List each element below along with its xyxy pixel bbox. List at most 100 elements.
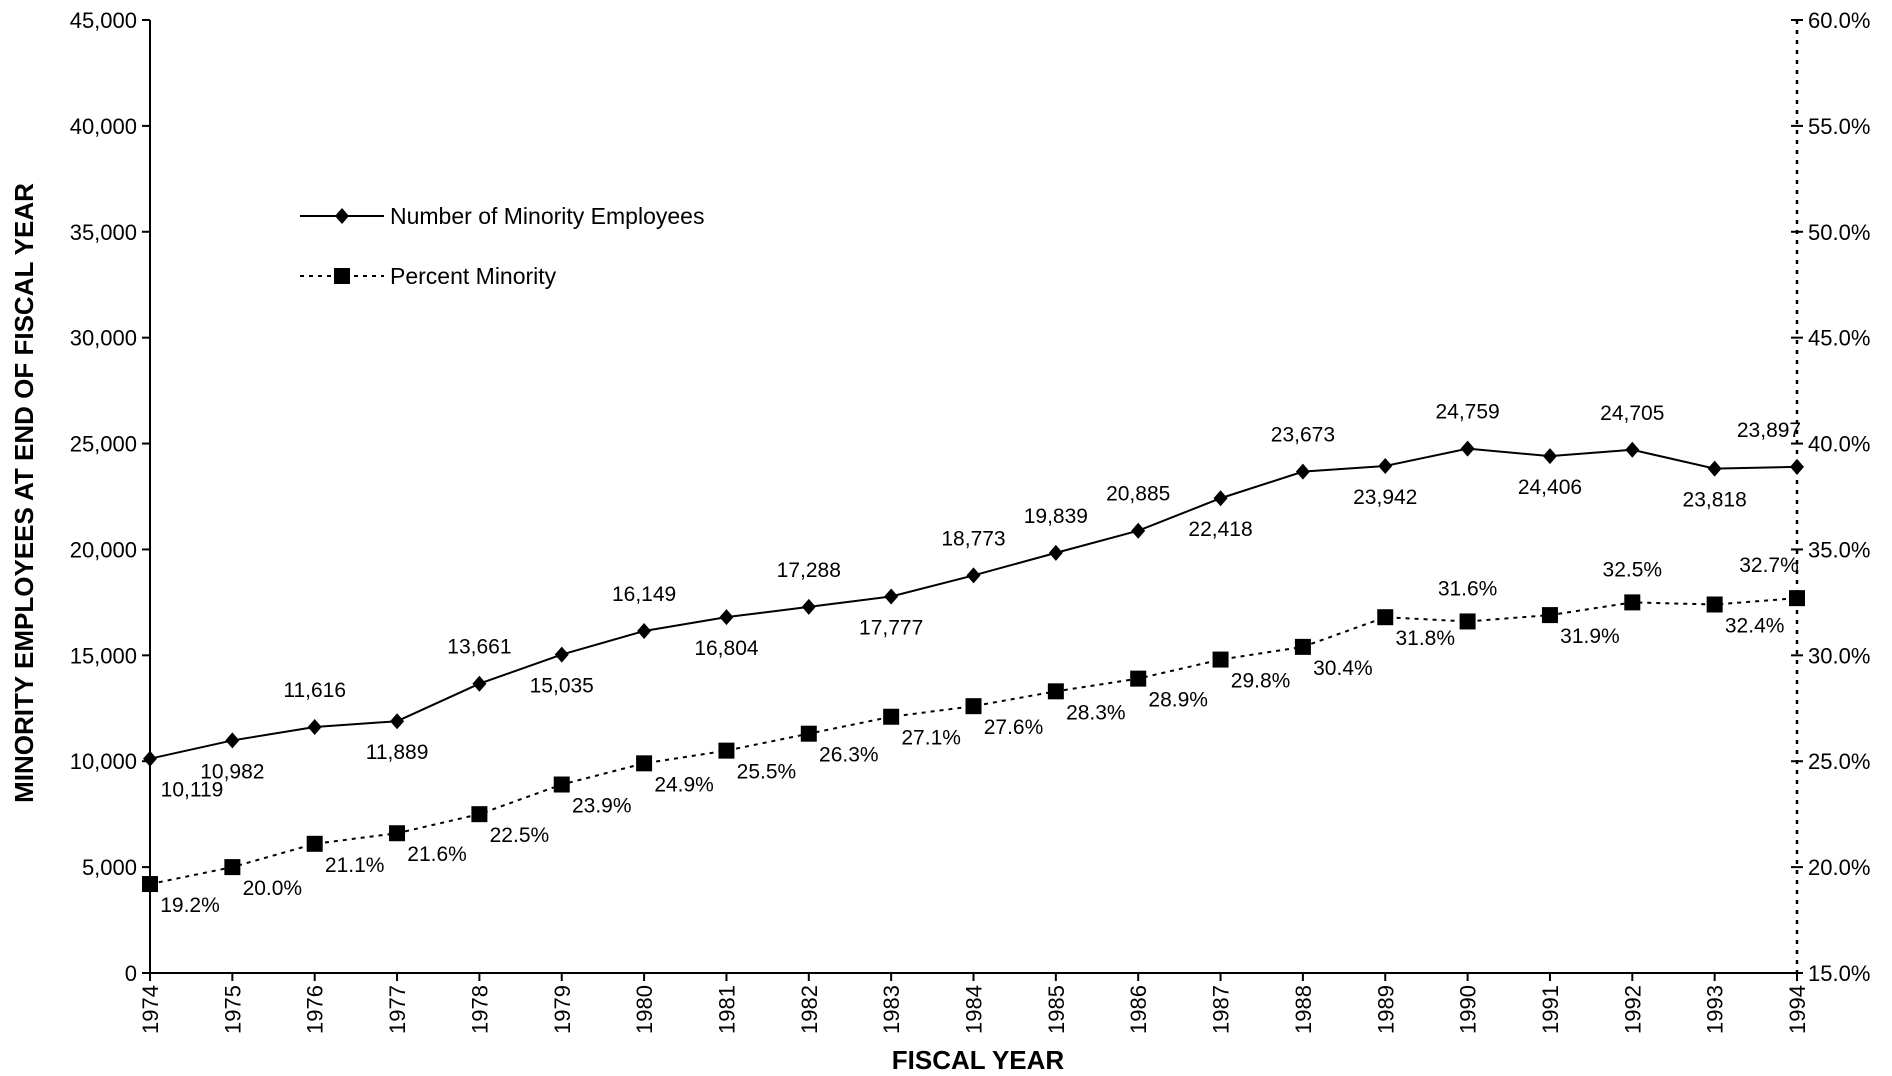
percent-data-label: 25.5%: [737, 761, 797, 784]
percent-data-label: 32.7%: [1739, 554, 1799, 577]
employees-data-label: 13,661: [447, 636, 511, 659]
percent-marker: [1541, 607, 1558, 624]
percent-marker: [224, 859, 241, 876]
employees-data-label: 20,885: [1106, 483, 1170, 506]
percent-marker: [636, 755, 653, 772]
y2-tick-label: 40.0%: [1808, 432, 1870, 457]
percent-marker: [1789, 590, 1805, 607]
employees-marker: [719, 609, 734, 626]
x-tick-label: 1985: [1044, 985, 1069, 1034]
percent-marker: [1377, 609, 1394, 626]
percent-marker: [389, 825, 406, 842]
percent-data-label: 21.6%: [407, 843, 467, 866]
y-tick-label: 40,000: [70, 114, 137, 139]
percent-marker: [883, 708, 900, 725]
percent-marker: [718, 742, 735, 759]
employees-data-label: 23,673: [1271, 424, 1335, 447]
percent-data-label: 28.3%: [1066, 701, 1126, 724]
percent-data-label: 21.1%: [325, 854, 385, 877]
employees-marker: [307, 718, 322, 735]
x-tick-label: 1990: [1456, 985, 1481, 1034]
employees-data-label: 24,759: [1435, 401, 1499, 424]
employees-marker: [143, 750, 157, 767]
x-axis-title: FISCAL YEAR: [892, 1045, 1065, 1075]
employees-marker: [1378, 457, 1393, 474]
y-tick-label: 25,000: [70, 432, 137, 457]
y2-tick-label: 45.0%: [1808, 326, 1870, 351]
x-tick-label: 1978: [467, 985, 492, 1034]
x-tick-label: 1974: [138, 985, 163, 1034]
y-tick-label: 35,000: [70, 220, 137, 245]
y-tick-label: 30,000: [70, 326, 137, 351]
x-tick-label: 1980: [632, 985, 657, 1034]
percent-data-label: 30.4%: [1313, 657, 1373, 680]
employees-data-label: 24,705: [1600, 402, 1664, 425]
axes: 0 5,000 10,000 15,000 20,000 25,000 30,000 35,0…: [70, 8, 1871, 1034]
x-tick-label: 1979: [550, 985, 575, 1034]
x-tick-label: 1982: [797, 985, 822, 1034]
percent-marker: [1706, 596, 1723, 613]
employees-marker: [1790, 458, 1804, 475]
employees-marker: [884, 588, 899, 605]
percent-marker: [1624, 594, 1641, 611]
employees-data-label: 11,889: [366, 741, 429, 764]
percent-data-label: 32.5%: [1603, 558, 1663, 581]
employees-data-label: 19,839: [1024, 505, 1088, 528]
employees-marker: [1048, 544, 1063, 561]
employees-data-label: 23,942: [1353, 486, 1417, 509]
percent-data-label: 22.5%: [490, 824, 550, 847]
legend-percent-label: Percent Minority: [390, 263, 557, 289]
y2-tick-label: 25.0%: [1808, 749, 1870, 774]
percent-data-label: 31.6%: [1438, 577, 1498, 600]
percent-data-label: 28.9%: [1148, 689, 1208, 712]
y-axis-title: MINORITY EMPLOYEES AT END OF FISCAL YEAR: [9, 183, 39, 803]
x-tick-label: 1994: [1785, 985, 1810, 1034]
x-tick-label: 1976: [303, 985, 328, 1034]
percent-data-label: 20.0%: [243, 877, 303, 900]
x-tick-label: 1981: [714, 985, 739, 1034]
percent-data-label: 24.9%: [654, 773, 714, 796]
y-tick-label: 5,000: [82, 855, 137, 880]
x-tick-label: 1991: [1538, 985, 1563, 1034]
percent-line: [149, 597, 1798, 886]
series-layer: [142, 440, 1805, 893]
employees-data-label: 15,035: [530, 675, 594, 698]
percent-data-label: 31.8%: [1395, 627, 1455, 650]
x-tick-label: 1977: [385, 985, 410, 1034]
employees-data-label: 16,149: [612, 583, 676, 606]
x-tick-label: 1988: [1291, 985, 1316, 1034]
employees-data-label: 10,119: [161, 779, 224, 802]
y2-tick-label: 20.0%: [1808, 855, 1870, 880]
percent-data-label: 26.3%: [819, 744, 879, 767]
x-tick-label: 1975: [220, 985, 245, 1034]
percent-marker: [142, 876, 158, 893]
y2-tick-label: 35.0%: [1808, 537, 1870, 562]
employees-marker: [554, 646, 569, 663]
percent-data-label: 19.2%: [160, 894, 220, 917]
employees-data-label: 17,288: [777, 559, 841, 582]
y2-tick-label: 55.0%: [1808, 114, 1870, 139]
y-tick-label: 45,000: [70, 8, 137, 33]
employees-data-label: 17,777: [859, 617, 923, 640]
percent-data-label: 23.9%: [572, 795, 632, 818]
y2-tick-label: 60.0%: [1808, 8, 1870, 33]
y2-tick-label: 30.0%: [1808, 643, 1870, 668]
x-tick-label: 1989: [1373, 985, 1398, 1034]
employees-marker: [1295, 463, 1310, 480]
employees-marker: [1131, 522, 1146, 539]
percent-data-label: 29.8%: [1231, 670, 1291, 693]
y2-tick-label: 50.0%: [1808, 220, 1870, 245]
employees-data-label: 11,616: [283, 679, 346, 702]
employees-marker: [637, 623, 652, 640]
y-tick-label: 10,000: [70, 749, 137, 774]
employees-marker: [1460, 440, 1475, 457]
percent-data-label: 31.9%: [1560, 625, 1620, 648]
percent-marker: [800, 725, 817, 742]
employees-marker: [966, 567, 981, 584]
employees-marker: [390, 713, 405, 730]
x-tick-label: 1983: [879, 985, 904, 1034]
employees-data-label: 16,804: [694, 637, 759, 660]
employees-marker: [472, 675, 487, 692]
